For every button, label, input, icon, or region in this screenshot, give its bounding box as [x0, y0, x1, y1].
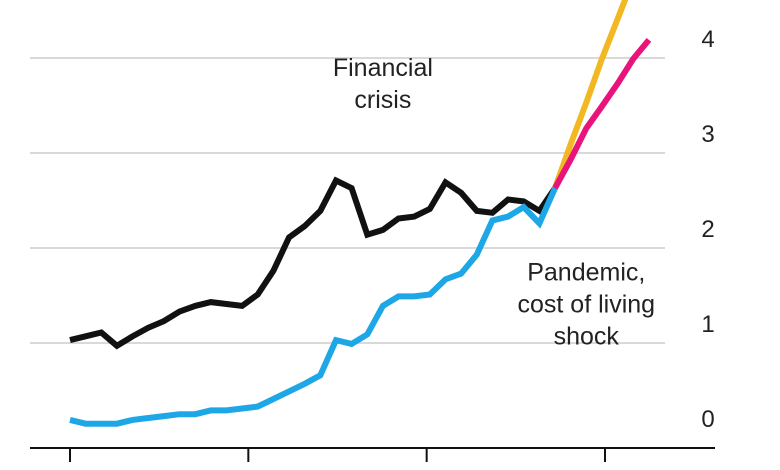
y-tick-label: 4	[701, 26, 714, 53]
series-lines	[69, 0, 652, 427]
series-line-3	[552, 0, 629, 190]
y-tick-label: 0	[701, 406, 714, 433]
y-axis-ticks: 0 1 2 3 4	[701, 26, 714, 433]
y-tick-label: 2	[701, 216, 714, 243]
series-line-2	[69, 186, 558, 427]
y-tick-label: 1	[701, 311, 714, 338]
x-axis	[30, 447, 715, 462]
series-line-1	[69, 176, 558, 350]
annotation-1: Financial crisis	[333, 54, 433, 114]
annotation-2: Pandemic, cost of living shock	[518, 258, 656, 350]
annotations: Financial crisis Pandemic, cost of living sh…	[333, 54, 655, 350]
series-line-4	[552, 37, 652, 190]
y-tick-label: 3	[701, 121, 714, 148]
